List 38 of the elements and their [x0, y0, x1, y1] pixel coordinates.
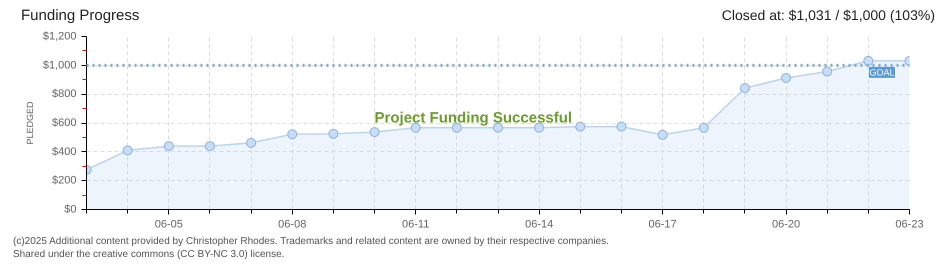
point: [658, 130, 668, 140]
x-tick-label: 06-08: [278, 218, 306, 230]
y-tick-label: $1,200: [42, 30, 77, 42]
y-axis-title: PLEDGED: [24, 100, 35, 145]
y-tick-label: $0: [64, 204, 77, 216]
x-tick-label: 06-23: [895, 218, 924, 230]
text: (c)2025 Additional content provided by Christopher Rhodes. Trademarks and related content are owned by their respective companies.: [13, 236, 609, 247]
x-tick-label: 06-11: [402, 218, 430, 230]
point: [493, 122, 503, 133]
chart-title: Funding Progress: [21, 6, 140, 26]
y-tick-label: $800: [52, 88, 77, 100]
point: [863, 56, 874, 66]
chart-subtitle: Closed at: $1,031 / $1,000 (103%): [722, 6, 935, 25]
point: [328, 128, 338, 139]
y-tick-label: $1,000: [42, 59, 77, 72]
x-tick-label: 06-14: [525, 218, 554, 230]
y-tick-label: $600: [52, 117, 77, 129]
point: [534, 122, 544, 133]
y-tick-label: $400: [52, 146, 77, 158]
point: [781, 73, 792, 84]
point: [287, 129, 298, 140]
point: [575, 122, 586, 132]
point: [370, 127, 380, 138]
point: [822, 66, 832, 77]
ref-line-label: GOAL: [870, 67, 895, 78]
point: [246, 138, 256, 148]
point: [204, 141, 215, 152]
text: Shared under the creative commons (CC BY-NC 3.0) license.: [13, 249, 284, 260]
annotation: Project Funding Successful: [374, 109, 572, 126]
x-tick-label: 06-05: [154, 218, 183, 230]
point: [740, 83, 750, 94]
point: [698, 122, 709, 133]
x-tick-label: 06-17: [648, 218, 677, 230]
point: [122, 145, 133, 156]
y-tick-label: $200: [52, 174, 77, 187]
point: [616, 122, 626, 132]
x-tick-label: 06-20: [772, 218, 800, 230]
point: [164, 141, 174, 152]
